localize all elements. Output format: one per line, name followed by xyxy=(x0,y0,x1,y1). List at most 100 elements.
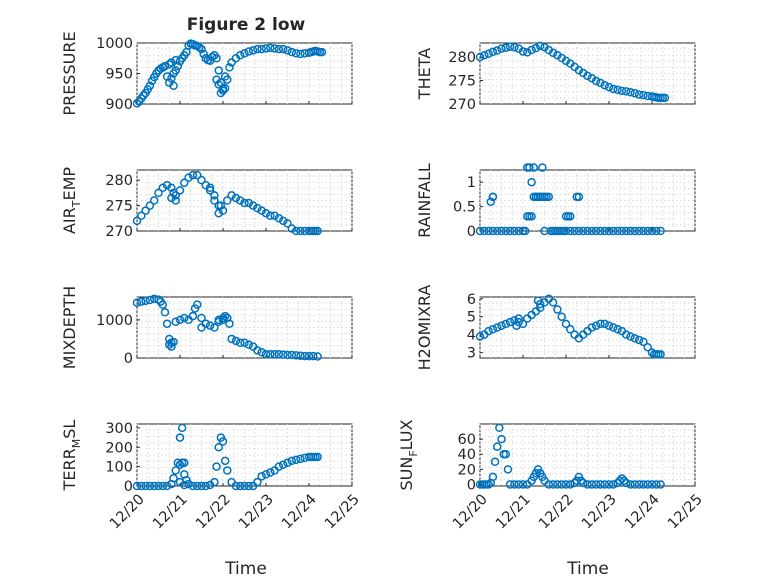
x-tick-label: 12/20 xyxy=(450,492,491,533)
data-point xyxy=(591,226,601,236)
data-point xyxy=(548,298,558,307)
data-point xyxy=(514,480,523,489)
data-point xyxy=(201,481,211,491)
data-point xyxy=(296,351,305,360)
x-tick-label: 12/24 xyxy=(622,492,663,533)
data-point xyxy=(175,433,185,442)
data-point xyxy=(197,481,206,491)
data-point xyxy=(158,300,168,309)
data-point xyxy=(313,226,322,236)
data-point xyxy=(313,452,322,462)
data-point xyxy=(317,47,327,57)
data-point xyxy=(510,226,519,236)
data-point xyxy=(617,86,627,96)
data-point xyxy=(244,340,254,349)
data-point xyxy=(165,340,174,349)
data-point xyxy=(160,61,170,71)
y-tick-label: 0 xyxy=(124,351,133,367)
data-point xyxy=(497,226,506,236)
data-point xyxy=(484,326,493,336)
data-point xyxy=(192,481,202,491)
data-point xyxy=(591,321,601,330)
data-point xyxy=(210,477,219,487)
data-point xyxy=(175,460,185,469)
y-tick-label: 100 xyxy=(105,460,133,476)
data-point xyxy=(274,349,284,359)
data-point xyxy=(505,42,515,52)
data-point xyxy=(630,480,640,489)
data-point xyxy=(283,458,292,467)
data-point xyxy=(208,52,217,62)
data-point xyxy=(548,480,558,489)
data-point xyxy=(192,300,202,309)
data-point xyxy=(600,319,609,329)
data-point xyxy=(656,350,665,359)
x-tick-label: 12/25 xyxy=(665,492,706,533)
data-point xyxy=(218,437,228,446)
data-point xyxy=(137,297,146,306)
data-point xyxy=(177,423,187,433)
data-point xyxy=(296,226,305,236)
data-point xyxy=(257,348,266,357)
data-point xyxy=(566,212,575,221)
data-point xyxy=(257,206,266,215)
data-point xyxy=(244,481,254,491)
x-tick-label: 12/23 xyxy=(579,492,620,533)
data-point xyxy=(505,317,515,327)
data-point xyxy=(188,311,198,321)
y-tick-label: 280 xyxy=(105,173,133,189)
data-point xyxy=(220,456,230,466)
data-point xyxy=(604,226,614,236)
data-point xyxy=(274,462,284,471)
data-point xyxy=(197,175,206,185)
data-point xyxy=(600,226,609,236)
data-point xyxy=(180,458,189,467)
data-point xyxy=(132,481,142,491)
data-point xyxy=(492,46,502,55)
data-point xyxy=(214,80,223,89)
data-point xyxy=(647,480,657,489)
data-point xyxy=(497,44,506,53)
data-point xyxy=(510,42,519,52)
data-point xyxy=(492,323,502,332)
data-point xyxy=(518,47,528,56)
data-point xyxy=(240,198,249,208)
data-point xyxy=(643,342,652,352)
data-point xyxy=(188,170,198,180)
axes-frame xyxy=(479,423,696,487)
data-point xyxy=(278,350,288,359)
data-point xyxy=(158,481,168,491)
data-point xyxy=(235,196,245,205)
data-point xyxy=(583,71,592,81)
data-point xyxy=(235,50,245,60)
data-point xyxy=(514,314,523,323)
y-axis-label: MIXDEPTH xyxy=(60,286,79,369)
data-point xyxy=(617,226,627,236)
data-point xyxy=(527,177,536,187)
y-tick-label: 6 xyxy=(467,292,476,308)
data-point xyxy=(527,212,536,221)
data-point xyxy=(553,480,562,489)
data-point xyxy=(167,74,176,83)
data-point xyxy=(634,335,644,345)
data-point xyxy=(535,41,545,51)
data-point xyxy=(643,480,652,489)
data-point xyxy=(490,457,500,467)
data-point xyxy=(512,321,521,330)
data-point xyxy=(529,163,538,172)
data-point xyxy=(261,349,271,359)
y-tick-label: 275 xyxy=(448,74,476,90)
data-point xyxy=(596,78,605,88)
data-point xyxy=(630,226,640,236)
data-point xyxy=(609,323,618,332)
data-point xyxy=(145,81,155,90)
data-point xyxy=(192,170,202,180)
data-point xyxy=(197,44,206,54)
data-point xyxy=(169,188,178,198)
data-point xyxy=(132,216,142,226)
data-point xyxy=(220,72,230,81)
data-point xyxy=(501,226,511,236)
data-point xyxy=(484,226,493,236)
data-point xyxy=(162,181,172,190)
